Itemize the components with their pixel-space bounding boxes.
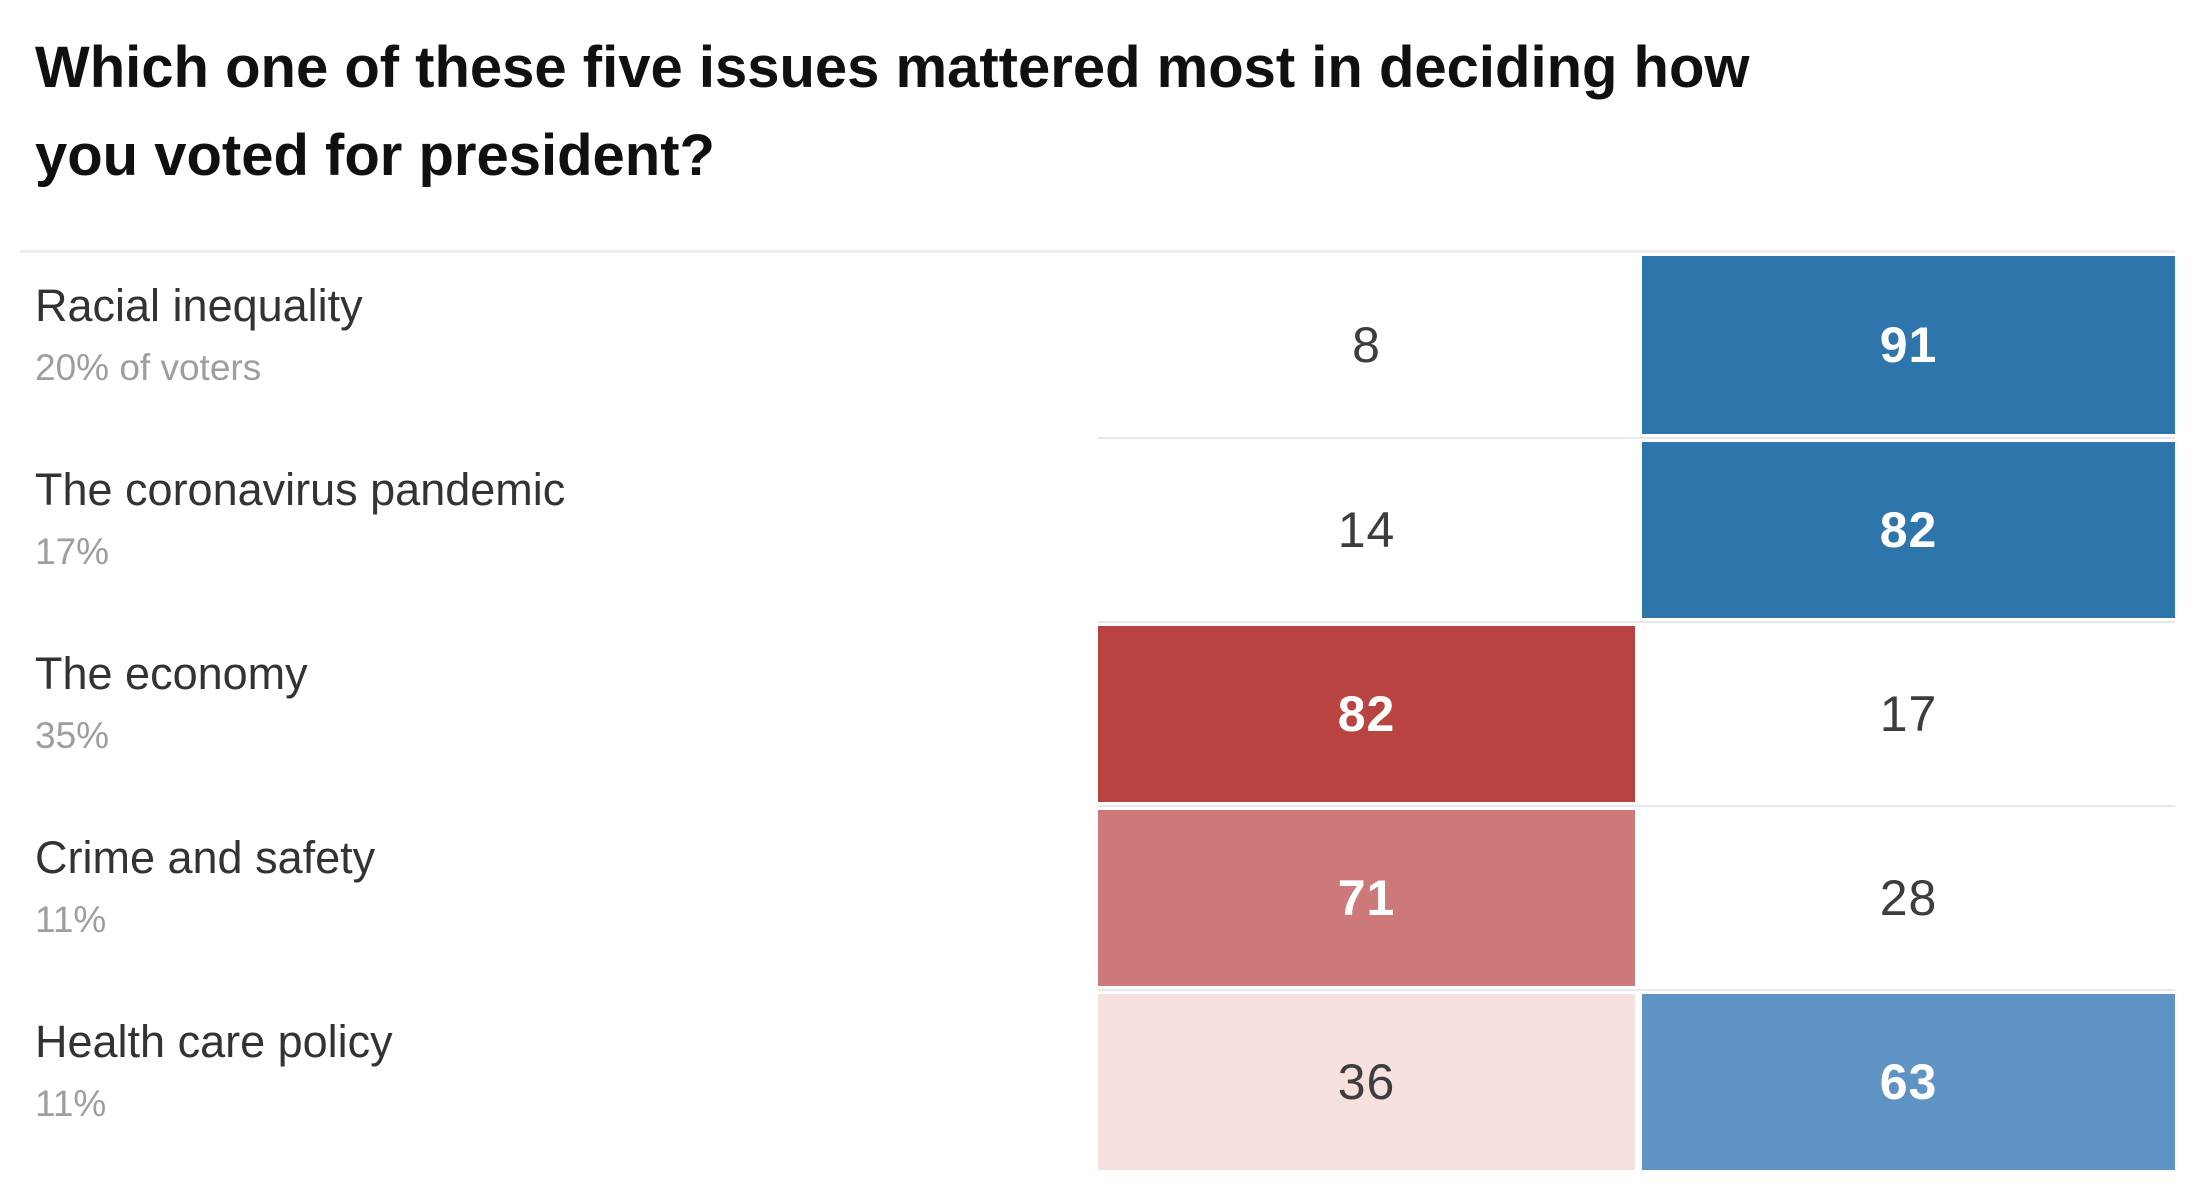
value-fill: 14: [1098, 442, 1635, 618]
page-title: Which one of these five issues mattered …: [35, 24, 2185, 200]
value-text: 63: [1879, 1054, 1938, 1110]
right-value-cell: 28: [1642, 805, 2175, 989]
value-fill: 17: [1642, 626, 2175, 802]
table-row: The economy 35% 82 17: [35, 621, 2175, 805]
issue-label: Health care policy: [35, 1016, 393, 1067]
right-value-cell: 17: [1642, 621, 2175, 805]
value-text: 82: [1337, 686, 1396, 742]
value-text: 14: [1337, 502, 1396, 558]
value-text: 28: [1879, 870, 1938, 926]
issue-label-cell: Racial inequality 20% of voters: [35, 253, 1098, 437]
issue-share: 20% of voters: [35, 347, 262, 388]
value-fill: 82: [1642, 442, 2175, 618]
table-row: Crime and safety 11% 71 28: [35, 805, 2175, 989]
left-value-cell: 14: [1098, 437, 1642, 621]
issue-label-cell: Crime and safety 11%: [35, 805, 1098, 989]
table-row: Health care policy 11% 36 63: [35, 989, 2175, 1173]
issue-label: The economy: [35, 648, 308, 699]
issue-label: The coronavirus pandemic: [35, 464, 566, 515]
issue-share: 11%: [35, 1083, 107, 1124]
value-text: 71: [1337, 870, 1396, 926]
value-fill: 91: [1642, 256, 2175, 434]
results-table: Racial inequality 20% of voters 8 91 The…: [35, 253, 2175, 1173]
value-fill: 8: [1098, 256, 1635, 434]
issue-label: Crime and safety: [35, 832, 376, 883]
issue-label-cell: The economy 35%: [35, 621, 1098, 805]
left-value-cell: 71: [1098, 805, 1642, 989]
left-value-cell: 82: [1098, 621, 1642, 805]
value-fill: 36: [1098, 994, 1635, 1170]
value-fill: 82: [1098, 626, 1635, 802]
issue-share: 35%: [35, 715, 110, 756]
table-row: The coronavirus pandemic 17% 14 82: [35, 437, 2175, 621]
left-value-cell: 8: [1098, 253, 1642, 437]
page-title-line-2: you voted for president?: [35, 123, 715, 188]
value-fill: 28: [1642, 810, 2175, 986]
value-fill: 63: [1642, 994, 2175, 1170]
issue-share: 11%: [35, 899, 107, 940]
issue-label: Racial inequality: [35, 280, 363, 331]
right-value-cell: 63: [1642, 989, 2175, 1173]
right-value-cell: 91: [1642, 253, 2175, 437]
value-text: 82: [1879, 502, 1938, 558]
value-text: 8: [1352, 317, 1381, 373]
issue-label-cell: Health care policy 11%: [35, 989, 1098, 1173]
left-value-cell: 36: [1098, 989, 1642, 1173]
issue-label-cell: The coronavirus pandemic 17%: [35, 437, 1098, 621]
page-title-line-1: Which one of these five issues mattered …: [35, 35, 1750, 100]
issue-share: 17%: [35, 531, 110, 572]
value-text: 17: [1879, 686, 1938, 742]
value-text: 36: [1337, 1054, 1396, 1110]
value-text: 91: [1879, 317, 1938, 373]
title-divider: [20, 250, 2175, 253]
right-value-cell: 82: [1642, 437, 2175, 621]
table-row: Racial inequality 20% of voters 8 91: [35, 253, 2175, 437]
value-fill: 71: [1098, 810, 1635, 986]
